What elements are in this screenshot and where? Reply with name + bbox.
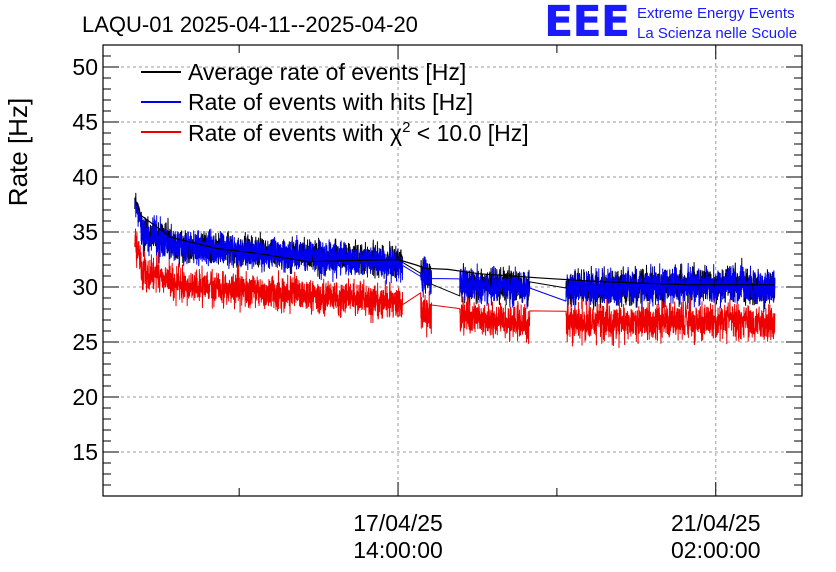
legend-label-average: Average rate of events [Hz]	[188, 59, 466, 85]
x-tick-label-date: 17/04/25	[353, 510, 443, 536]
logo-line-1: Extreme Energy Events	[637, 5, 795, 22]
x-tick-label-time: 14:00:00	[353, 537, 443, 563]
y-tick-label: 25	[72, 329, 98, 355]
x-tick-label-time: 02:00:00	[671, 537, 761, 563]
plot-frame	[102, 44, 803, 497]
y-tick-label: 35	[72, 219, 98, 245]
logo-line-2: La Scienza nelle Scuole	[637, 25, 798, 42]
y-tick-label: 20	[72, 384, 98, 410]
y-tick-label: 45	[72, 109, 98, 135]
eee-logo-mark: EEE	[544, 0, 630, 47]
legend-label-chi2: Rate of events with χ2 < 10.0 [Hz]	[188, 119, 529, 146]
series-average-trend	[134, 198, 775, 286]
y-tick-label: 15	[72, 439, 98, 465]
series-layer	[134, 192, 776, 348]
series-hits-line	[134, 199, 776, 313]
chart-title: LAQU-01 2025-04-11--2025-04-20	[82, 12, 418, 37]
eee-logo: EEE Extreme Energy Events La Scienza nel…	[544, 0, 836, 47]
y-axis-title: Rate [Hz]	[3, 98, 33, 206]
series-chi2-line	[134, 228, 776, 348]
y-tick-label: 50	[72, 54, 98, 80]
y-tick-label: 30	[72, 274, 98, 300]
legend: Average rate of events [Hz] Rate of even…	[141, 59, 529, 146]
y-tick-label: 40	[72, 164, 98, 190]
x-tick-label-date: 21/04/25	[671, 510, 761, 536]
legend-label-hits: Rate of events with hits [Hz]	[188, 89, 473, 115]
